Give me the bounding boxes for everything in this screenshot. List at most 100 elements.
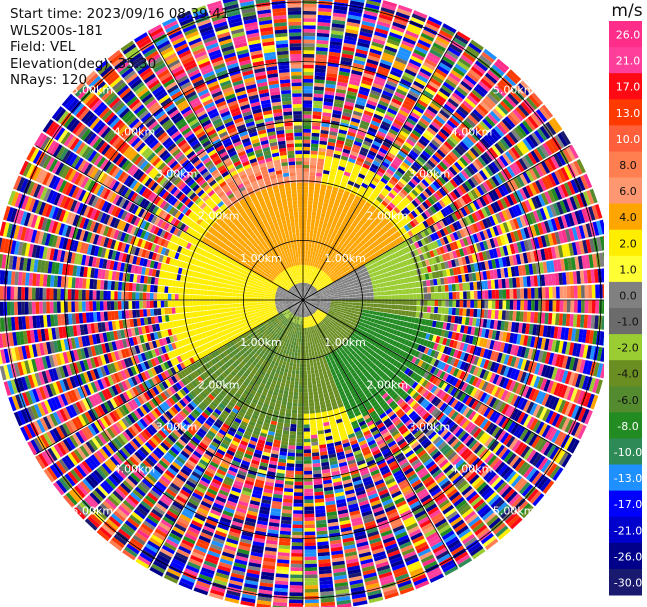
velocity-cell xyxy=(601,315,604,330)
velocity-cell xyxy=(356,300,360,303)
velocity-cell xyxy=(391,290,396,295)
velocity-cell xyxy=(411,329,417,336)
velocity-cell xyxy=(406,300,410,305)
velocity-cell xyxy=(418,214,425,222)
velocity-cell xyxy=(513,345,520,356)
velocity-cell xyxy=(409,305,414,311)
velocity-cell xyxy=(446,119,457,130)
velocity-cell xyxy=(414,77,427,87)
velocity-cell xyxy=(448,307,453,315)
velocity-cell xyxy=(495,330,501,341)
velocity-cell xyxy=(470,300,475,308)
velocity-cell xyxy=(443,346,449,354)
velocity-cell xyxy=(310,222,315,227)
velocity-cell xyxy=(395,348,402,355)
velocity-cell xyxy=(359,210,366,217)
velocity-cell xyxy=(403,253,409,260)
velocity-cell xyxy=(346,236,352,242)
velocity-cell xyxy=(334,225,340,231)
velocity-cell xyxy=(491,309,496,319)
velocity-cell xyxy=(320,133,329,138)
velocity-cell xyxy=(303,114,312,119)
velocity-cell xyxy=(354,55,367,62)
velocity-cell xyxy=(389,345,395,351)
velocity-cell xyxy=(543,379,551,392)
velocity-cell xyxy=(555,449,566,464)
velocity-cell xyxy=(312,114,322,120)
velocity-cell xyxy=(525,169,535,182)
velocity-cell xyxy=(373,113,384,121)
velocity-cell xyxy=(424,381,432,390)
velocity-cell xyxy=(386,349,393,356)
velocity-cell xyxy=(451,377,459,387)
velocity-cell xyxy=(303,111,312,115)
velocity-cell xyxy=(600,347,604,362)
velocity-cell xyxy=(554,186,563,200)
velocity-cell xyxy=(407,180,416,189)
velocity-cell xyxy=(430,139,441,149)
velocity-cell xyxy=(527,288,532,299)
velocity-cell xyxy=(315,293,320,296)
velocity-cell xyxy=(544,426,555,440)
velocity-cell xyxy=(461,217,469,227)
velocity-cell xyxy=(496,224,503,235)
velocity-cell xyxy=(409,288,414,294)
velocity-cell xyxy=(312,111,322,116)
velocity-cell xyxy=(316,169,323,174)
velocity-cell xyxy=(407,316,412,323)
velocity-cell xyxy=(322,263,326,268)
velocity-cell xyxy=(410,178,419,186)
velocity-cell xyxy=(316,47,328,52)
velocity-cell xyxy=(355,268,360,273)
velocity-cell xyxy=(409,257,415,265)
velocity-cell xyxy=(501,403,510,415)
velocity-cell xyxy=(476,185,485,196)
velocity-cell xyxy=(541,351,548,364)
velocity-cell xyxy=(470,387,478,397)
velocity-cell xyxy=(321,122,330,128)
velocity-cell xyxy=(345,273,351,278)
velocity-cell xyxy=(426,313,431,320)
velocity-cell xyxy=(303,257,305,262)
velocity-cell xyxy=(557,245,564,258)
velocity-cell xyxy=(454,34,469,45)
velocity-cell xyxy=(376,333,381,339)
velocity-cell xyxy=(370,300,374,304)
velocity-cell xyxy=(600,363,604,379)
velocity-cell xyxy=(519,253,525,264)
velocity-cell xyxy=(542,325,548,337)
velocity-cell xyxy=(511,129,522,142)
velocity-cell xyxy=(523,347,530,359)
velocity-cell xyxy=(394,324,400,331)
velocity-cell xyxy=(329,48,342,54)
velocity-cell xyxy=(569,314,574,327)
velocity-cell xyxy=(305,335,307,339)
velocity-cell xyxy=(558,313,564,326)
velocity-cell xyxy=(468,375,476,385)
velocity-cell xyxy=(352,257,358,263)
velocity-cell xyxy=(333,228,338,234)
velocity-cell xyxy=(530,311,535,323)
velocity-cell xyxy=(309,297,313,299)
velocity-cell xyxy=(321,309,325,313)
velocity-cell xyxy=(491,426,501,438)
velocity-cell xyxy=(419,35,433,45)
velocity-cell xyxy=(309,295,313,298)
velocity-cell xyxy=(397,337,403,343)
velocity-cell xyxy=(427,326,432,334)
velocity-cell xyxy=(424,187,433,197)
velocity-cell xyxy=(332,309,337,313)
velocity-cell xyxy=(552,202,561,216)
velocity-cell xyxy=(332,205,339,211)
velocity-cell xyxy=(493,125,505,138)
velocity-cell xyxy=(534,130,545,143)
velocity-cell xyxy=(324,229,330,234)
velocity-cell xyxy=(410,235,417,243)
velocity-cell xyxy=(502,136,513,148)
velocity-cell xyxy=(431,168,440,178)
velocity-cell xyxy=(377,320,382,325)
velocity-cell xyxy=(375,270,381,276)
velocity-cell xyxy=(367,0,382,3)
velocity-cell xyxy=(457,257,464,266)
velocity-cell xyxy=(337,218,343,224)
